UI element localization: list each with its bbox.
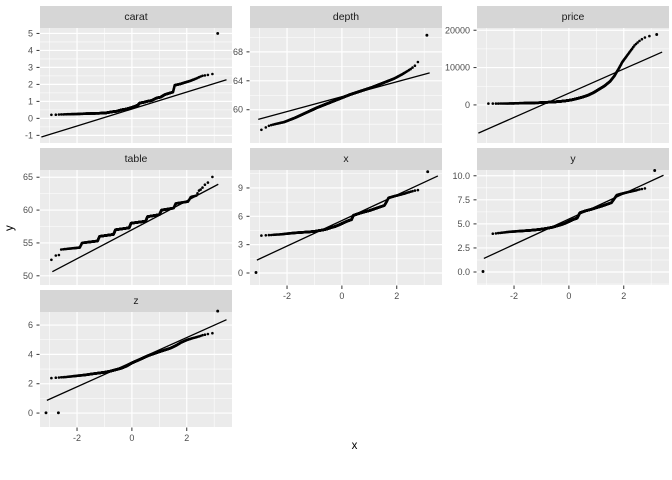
x-tick-label: 0	[339, 291, 344, 301]
facet-strip-depth: depth	[250, 6, 442, 28]
qq-outlier-point	[425, 33, 429, 37]
y-tick-label: 65	[23, 172, 33, 182]
y-tick-label: 3	[238, 240, 243, 250]
y-tick-label: 60	[23, 205, 33, 215]
x-tick-label: 2	[394, 291, 399, 301]
y-tick-label: 2.5	[457, 243, 470, 253]
x-axis-title: x	[351, 440, 358, 452]
y-tick-label: 4	[28, 349, 33, 359]
x-tick-label: -2	[510, 291, 518, 301]
y-tick-label: 7.5	[457, 195, 470, 205]
qq-points	[50, 31, 220, 117]
x-tick-label: 2	[184, 433, 189, 443]
qq-reference-line	[256, 175, 439, 261]
y-tick-label: 0	[28, 408, 33, 418]
y-tick-label: 9	[238, 183, 243, 193]
facet-strip-x: x	[250, 148, 442, 170]
qq-outlier-point	[426, 170, 430, 174]
facet-panel-carat: -1 0 1 2 3 4 5	[25, 28, 232, 143]
qq-outlier-point	[216, 31, 220, 35]
qq-points	[254, 170, 430, 274]
panel-background	[477, 170, 669, 285]
facet-panel-z: 0 2 4 6 -2 0 2	[28, 309, 232, 443]
qq-reference-line	[478, 51, 663, 134]
y-tick-label: 68	[233, 47, 243, 57]
facet-strip-price: price	[477, 6, 669, 28]
y-tick-label: 1	[28, 96, 33, 106]
y-tick-label: 4	[28, 45, 33, 55]
y-tick-label: 2	[28, 379, 33, 389]
qq-outlier-point	[481, 270, 485, 273]
y-tick-label: 0	[238, 268, 243, 278]
y-tick-label: -1	[25, 130, 33, 140]
qq-reference-line	[483, 174, 664, 260]
facet-panel-y: 0.0 2.5 5.0 7.5 10.0 -2 0 2	[452, 169, 669, 301]
y-tick-label: 60	[233, 105, 243, 115]
x-tick-label: 0	[129, 433, 134, 443]
qq-outlier-point	[655, 33, 659, 36]
qq-outlier-point	[56, 411, 60, 415]
x-tick-label: -2	[73, 433, 81, 443]
facet-panel-price: 0 10000 20000	[445, 25, 669, 143]
x-tick-label: -2	[283, 291, 291, 301]
x-tick-label: 2	[621, 291, 626, 301]
panel-background	[40, 312, 232, 427]
qq-outlier-point	[653, 169, 657, 172]
qq-outlier-point	[44, 411, 48, 415]
facet-strip-y: y	[477, 148, 669, 170]
y-tick-label: 55	[23, 238, 33, 248]
panel-background	[477, 28, 669, 143]
y-tick-label: 6	[28, 320, 33, 330]
qq-outlier-point	[254, 271, 258, 274]
qq-points	[481, 169, 657, 273]
y-tick-label: 0.0	[457, 267, 470, 277]
facet-panel-x: 0 3 6 9 -2 0 2	[238, 170, 442, 301]
y-tick-label: 10000	[445, 63, 470, 73]
qq-points	[260, 33, 429, 132]
y-tick-label: 5	[28, 28, 33, 38]
facet-panel-depth: 60 64 68	[233, 28, 442, 143]
qq-points	[50, 175, 214, 262]
y-tick-label: 0	[465, 100, 470, 110]
qq-outlier-point	[216, 309, 220, 313]
facet-strip-z: z	[40, 290, 232, 312]
y-tick-label: 20000	[445, 25, 470, 35]
qq-points	[44, 309, 220, 415]
qq-reference-line	[41, 79, 227, 138]
y-tick-label: 6	[238, 211, 243, 221]
y-tick-label: 3	[28, 62, 33, 72]
y-tick-label: 0	[28, 113, 33, 123]
x-tick-label: 0	[566, 291, 571, 301]
y-tick-label: 50	[23, 271, 33, 281]
y-tick-label: 2	[28, 79, 33, 89]
facet-strip-table: table	[40, 148, 232, 170]
y-tick-label: 10.0	[452, 171, 470, 181]
qq-points	[487, 33, 659, 105]
panel-background	[40, 28, 232, 143]
facet-strip-carat: carat	[40, 6, 232, 28]
y-tick-label: 5.0	[457, 219, 470, 229]
panel-background	[250, 28, 442, 143]
facet-panel-table: 50 55 60 65	[23, 170, 232, 285]
y-tick-label: 64	[233, 76, 243, 86]
